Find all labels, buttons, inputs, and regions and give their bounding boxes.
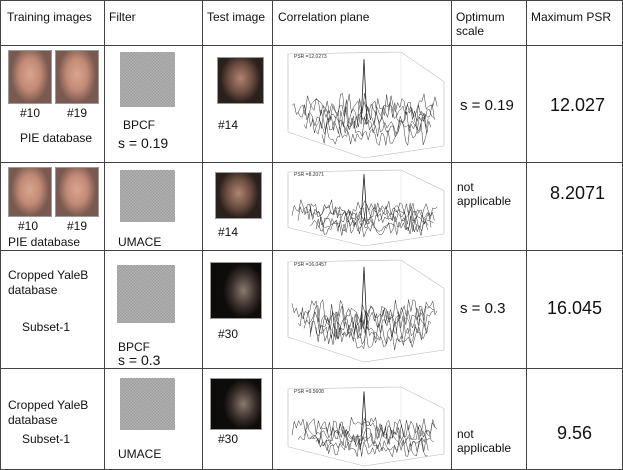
correlation-plot: PSR =8.2071 [280,166,448,248]
filter-image [120,52,175,107]
plot-frame [364,454,444,466]
rule [104,0,105,470]
plot-frame [288,228,364,247]
header-cell: Correlation plane [278,10,369,24]
plot-frame [364,350,444,362]
filter-scale: s = 0.3 [118,353,160,367]
correlation-plot: PSR =9.5608 [280,383,448,468]
database-label: PIE database [8,235,80,249]
training-image [55,167,99,217]
header-cell: Test image [207,10,265,24]
rule [0,45,623,46]
plot-label: PSR =9.5608 [294,389,324,395]
rule [272,0,273,470]
plot-label: PSR =8.2071 [294,172,324,178]
filter-scale: s = 0.19 [118,135,168,151]
training-image [8,167,52,217]
database-label: PIE database [20,131,92,145]
filter-label: UMACE [118,235,161,249]
test-label: #14 [218,225,238,239]
test-image [215,172,262,219]
rule [0,162,623,163]
plot-mesh [292,93,437,116]
subset-label: Subset-1 [22,320,70,334]
test-image [210,262,262,319]
psr-value: 8.2071 [550,183,605,203]
image-label: #19 [67,219,87,233]
image-label: #10 [18,219,38,233]
plot-mesh [316,116,428,138]
header-cell: Maximum PSR [531,10,611,24]
plot-peak [361,174,367,222]
image-label: #10 [20,106,40,120]
table-page: Training images Filter Test image Correl… [0,0,623,470]
image-label: #19 [67,106,87,120]
plot-peak [361,59,367,124]
header-cell: Optimum scale [456,10,518,38]
rule [202,0,203,470]
plot-frame [364,146,444,158]
psr-value: 12.027 [550,95,605,115]
plot-frame [288,447,364,466]
plot-frame [364,234,444,246]
correlation-plot: PSR =16.0457 [280,256,448,364]
test-image [210,378,262,430]
filter-image [120,378,175,430]
training-image [8,50,52,104]
test-label: #30 [218,432,238,446]
optimum-scale: not applicable [457,427,519,455]
rule [0,250,623,251]
test-label: #14 [218,118,238,132]
optimum-scale: s = 0.19 [460,97,514,114]
plot-mesh [322,121,428,145]
database-label: Cropped YaleB database [8,398,93,428]
test-label: #30 [218,327,238,341]
filter-image [120,170,175,222]
rule [526,0,527,470]
subset-label: Subset-1 [22,432,70,446]
optimum-scale: not applicable [457,180,519,208]
rule [0,0,1,470]
database-label: Cropped YaleB database [8,268,93,298]
training-image [55,50,99,104]
rule [0,368,623,369]
rule [0,0,623,1]
test-image [217,57,264,104]
correlation-plot: PSR =12.0273 [280,48,448,160]
plot-label: PSR =12.0273 [294,54,327,60]
header-cell: Training images [7,10,97,24]
header-cell: Filter [109,10,136,24]
psr-value: 16.045 [547,298,602,318]
plot-peak [361,267,367,330]
psr-value: 9.56 [557,423,592,443]
filter-image [117,265,175,323]
plot-frame [288,337,364,362]
optimum-scale: s = 0.3 [460,300,505,317]
filter-label: UMACE [118,447,161,461]
filter-label: BPCF [123,118,155,132]
rule [451,0,452,470]
plot-label: PSR =16.0457 [294,262,327,268]
